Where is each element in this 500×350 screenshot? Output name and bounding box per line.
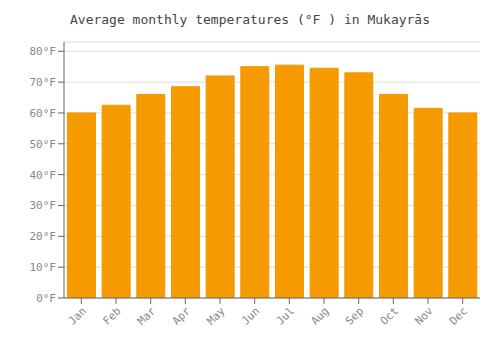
svg-text:40°F: 40°F <box>30 169 57 182</box>
svg-text:Jun: Jun <box>239 304 262 327</box>
svg-text:50°F: 50°F <box>30 138 57 151</box>
svg-text:20°F: 20°F <box>30 230 57 243</box>
svg-text:Sep: Sep <box>343 304 366 327</box>
svg-text:Jan: Jan <box>66 304 89 327</box>
svg-text:70°F: 70°F <box>30 76 57 89</box>
svg-text:30°F: 30°F <box>30 199 57 212</box>
svg-text:Nov: Nov <box>412 304 436 328</box>
svg-text:Aug: Aug <box>308 304 331 327</box>
svg-text:Mar: Mar <box>135 304 159 328</box>
svg-text:Dec: Dec <box>447 304 470 327</box>
svg-text:Feb: Feb <box>100 304 123 327</box>
html-text:Average monthly temperatures (: Average monthly temperatures (°F ) in Mu… <box>70 12 430 27</box>
svg-text:May: May <box>204 304 228 328</box>
svg-text:10°F: 10°F <box>30 261 57 274</box>
svg-text:Apr: Apr <box>170 304 194 328</box>
svg-text:0°F: 0°F <box>36 292 56 305</box>
svg-text:Oct: Oct <box>378 304 401 327</box>
svg-text:Jul: Jul <box>274 304 297 327</box>
svg-text:60°F: 60°F <box>30 107 57 120</box>
svg-text:80°F: 80°F <box>30 45 57 58</box>
